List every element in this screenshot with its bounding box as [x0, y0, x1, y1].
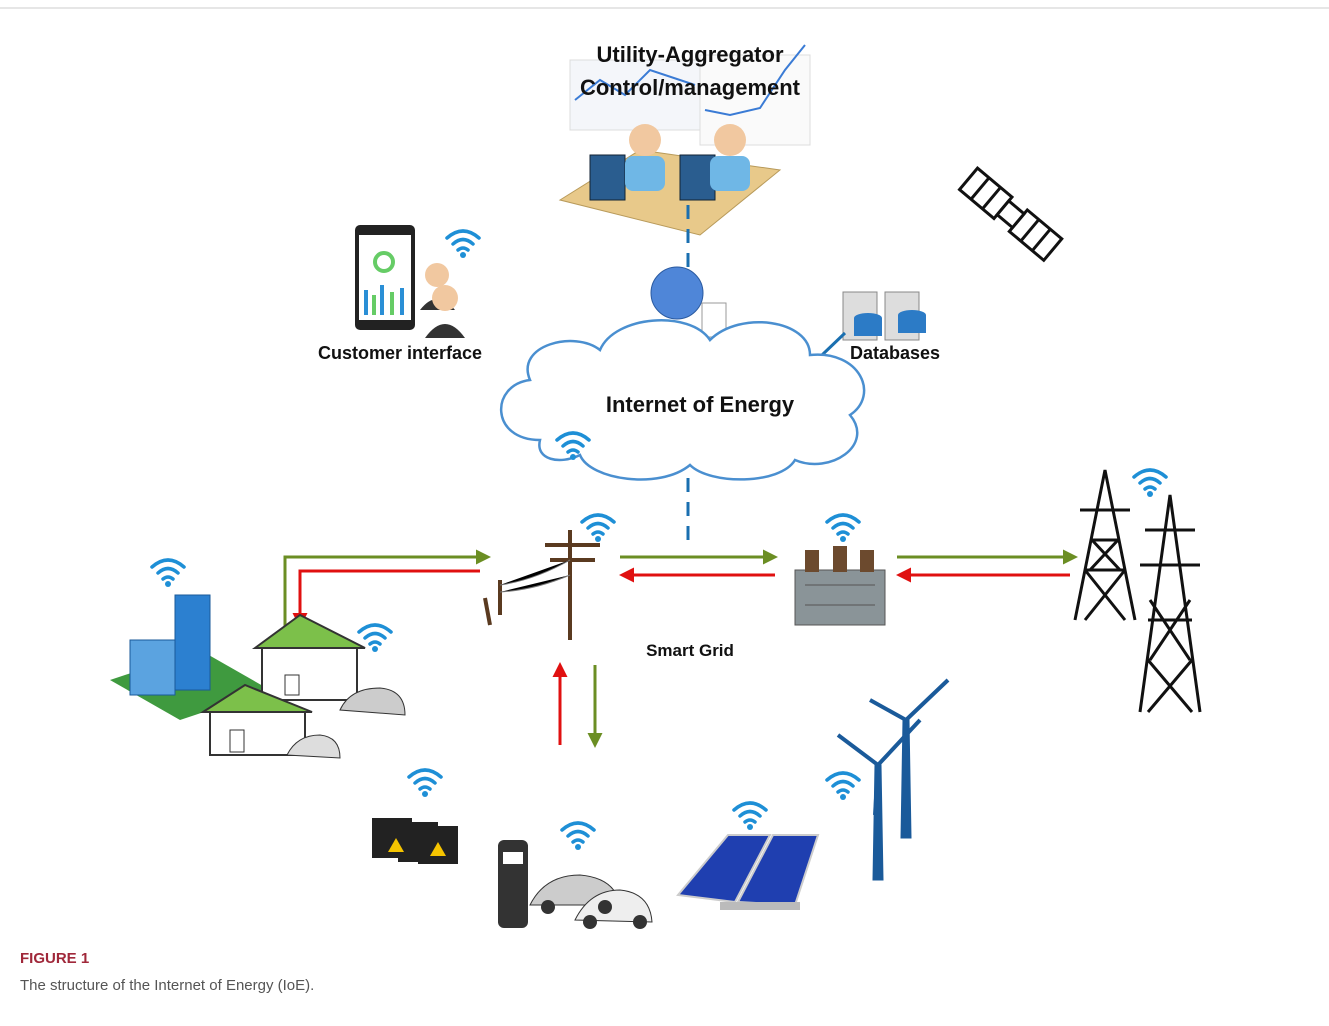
wifi-icon	[409, 770, 441, 797]
satellite	[960, 168, 1062, 260]
wifi-icon	[582, 515, 614, 542]
city-buildings	[110, 595, 405, 758]
transmission-towers	[1075, 470, 1200, 712]
figure-caption: The structure of the Internet of Energy …	[20, 977, 314, 994]
utility-title-2: Control/management	[580, 75, 801, 100]
wifi-icon	[152, 560, 184, 587]
control-room	[560, 45, 810, 235]
wifi-icon	[827, 515, 859, 542]
wifi-icon	[447, 231, 479, 258]
databases-label: Databases	[850, 343, 940, 363]
ev-charger	[498, 840, 652, 929]
figure: Utility-Aggregator Control/management Cu…	[0, 0, 1329, 1026]
cloud-label: Internet of Energy	[606, 392, 795, 417]
grid-label: Smart Grid	[646, 641, 734, 660]
solar-panels	[678, 835, 818, 910]
wifi-icon	[1134, 470, 1166, 497]
figure-label: FIGURE 1	[20, 950, 89, 967]
batteries	[372, 818, 458, 864]
page: Utility-Aggregator Control/management Cu…	[0, 0, 1329, 1026]
transformer	[795, 546, 885, 625]
wifi-icon	[562, 823, 594, 850]
wifi-icon	[827, 773, 859, 800]
wifi-icon	[734, 803, 766, 830]
customer-label: Customer interface	[318, 343, 482, 363]
wind-turbines	[838, 680, 948, 880]
utility-pole	[485, 530, 600, 640]
customer-phone	[355, 225, 465, 338]
utility-title-1: Utility-Aggregator	[597, 42, 784, 67]
